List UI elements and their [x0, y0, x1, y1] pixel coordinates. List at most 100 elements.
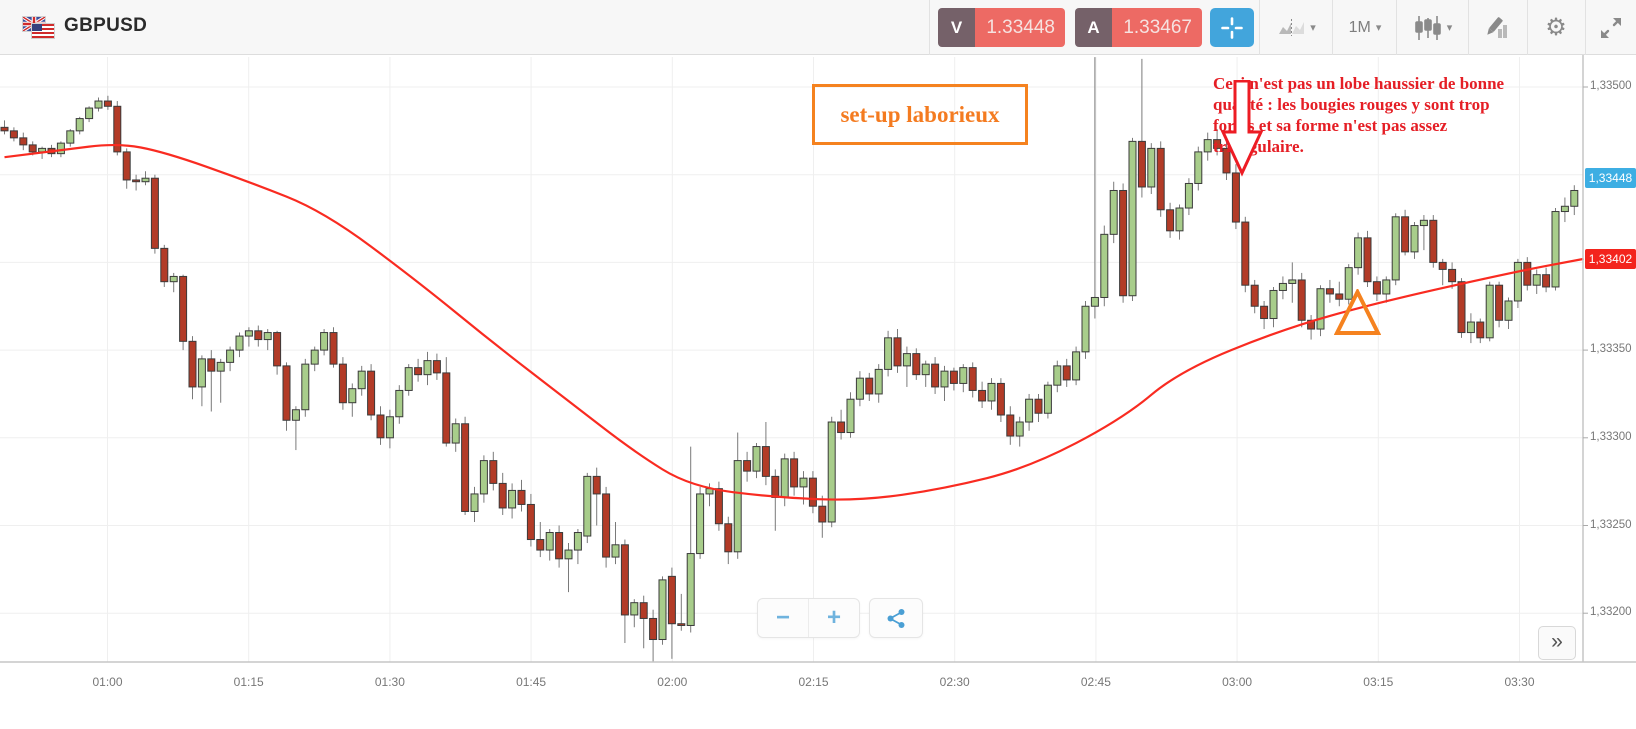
time-axis-label: 02:15 [798, 675, 829, 689]
candle [818, 505, 827, 523]
candle [132, 179, 141, 183]
time-axis-label: 01:00 [92, 675, 123, 689]
collapse-panel-button[interactable]: » [1538, 626, 1576, 660]
candle [310, 349, 319, 365]
candle [188, 340, 197, 388]
candle [902, 353, 911, 367]
candle [978, 389, 987, 402]
candle-style-button[interactable]: ▾ [1402, 8, 1464, 47]
candle [1166, 209, 1175, 232]
setup-annotation-box: set-up laborieux [812, 84, 1028, 145]
candle [141, 177, 150, 183]
candle [1363, 237, 1372, 283]
toolbar-separator [1332, 0, 1333, 55]
chart-area: 1,33500 1,33350 1,33300 1,33250 1,33200 1,33… [0, 55, 1636, 729]
fullscreen-button[interactable] [1591, 8, 1631, 47]
candle [959, 367, 968, 384]
draw-tools-button[interactable] [1474, 8, 1522, 47]
candle [1128, 140, 1137, 297]
candle [1119, 189, 1128, 297]
zoom-out-button[interactable]: − [758, 599, 808, 637]
candle [423, 360, 432, 376]
candle [536, 539, 545, 551]
candle [103, 100, 112, 107]
candle [827, 421, 836, 523]
candle [254, 330, 263, 341]
candle [395, 389, 404, 418]
candle [1203, 139, 1212, 153]
buy-button[interactable]: A 1.33467 [1075, 8, 1202, 47]
time-axis-label: 03:30 [1504, 675, 1535, 689]
chevron-down-icon: ▾ [1446, 22, 1453, 34]
candle [677, 623, 686, 626]
candle [451, 423, 460, 444]
zoom-in-button[interactable]: + [809, 599, 859, 637]
candle [1560, 205, 1569, 213]
candle [733, 460, 742, 553]
divider [808, 599, 809, 637]
price-axis-label: 1,33250 [1590, 518, 1632, 531]
sell-button[interactable]: V 1.33448 [938, 8, 1065, 47]
candle [761, 446, 770, 477]
candle [1476, 321, 1485, 339]
double-chevron-right-icon: » [1551, 630, 1563, 653]
candle [1241, 221, 1250, 286]
candle [996, 382, 1005, 416]
expand-arrows-icon [1601, 17, 1621, 38]
candle [338, 363, 347, 404]
down-arrow-annotation [1220, 80, 1264, 177]
candle [1147, 147, 1156, 188]
candle [1354, 237, 1363, 269]
candle [94, 100, 103, 109]
candle [1250, 284, 1259, 307]
candle [724, 523, 733, 553]
candle [799, 477, 808, 488]
candle [874, 368, 883, 395]
candle [649, 617, 658, 641]
candle [555, 532, 564, 560]
candle [150, 177, 159, 249]
candle [414, 367, 423, 376]
candle [1325, 288, 1334, 295]
candle [216, 361, 225, 372]
candle [301, 363, 310, 411]
share-button[interactable] [869, 598, 923, 638]
price-axis-label: 1,33200 [1590, 606, 1632, 619]
candle [1297, 279, 1306, 321]
candle [620, 544, 629, 616]
candle [432, 360, 441, 374]
candle [808, 477, 817, 507]
candle [169, 275, 178, 283]
candle [780, 458, 789, 498]
candle [1156, 147, 1165, 211]
candle [461, 423, 470, 512]
candle [0, 126, 9, 132]
candle [1542, 274, 1551, 288]
settings-button[interactable]: ⚙ [1533, 8, 1579, 47]
candle [526, 503, 535, 541]
time-axis-label: 01:30 [374, 675, 405, 689]
candle [1184, 182, 1193, 209]
candle [282, 365, 291, 421]
candle [1401, 216, 1410, 253]
candle [291, 409, 300, 421]
candle [846, 398, 855, 434]
candle [197, 358, 206, 388]
candle [1457, 281, 1466, 334]
candle [1335, 293, 1344, 300]
candle [940, 370, 949, 388]
moving-average-line [4, 144, 1584, 501]
candle [1194, 151, 1203, 184]
chart-type-button[interactable]: ▾ [1266, 8, 1328, 47]
toolbar-separator [1259, 0, 1260, 55]
timeframe-button[interactable]: 1M ▾ [1338, 8, 1392, 47]
price-axis-label: 1,33500 [1590, 80, 1632, 92]
candle [1034, 398, 1043, 414]
share-icon [887, 609, 905, 628]
uk-us-flags-icon [22, 16, 56, 40]
candle [752, 446, 761, 472]
crosshair-button[interactable] [1210, 8, 1254, 47]
time-axis-label: 03:15 [1363, 675, 1394, 689]
candle [1532, 274, 1541, 286]
candle [122, 151, 131, 181]
